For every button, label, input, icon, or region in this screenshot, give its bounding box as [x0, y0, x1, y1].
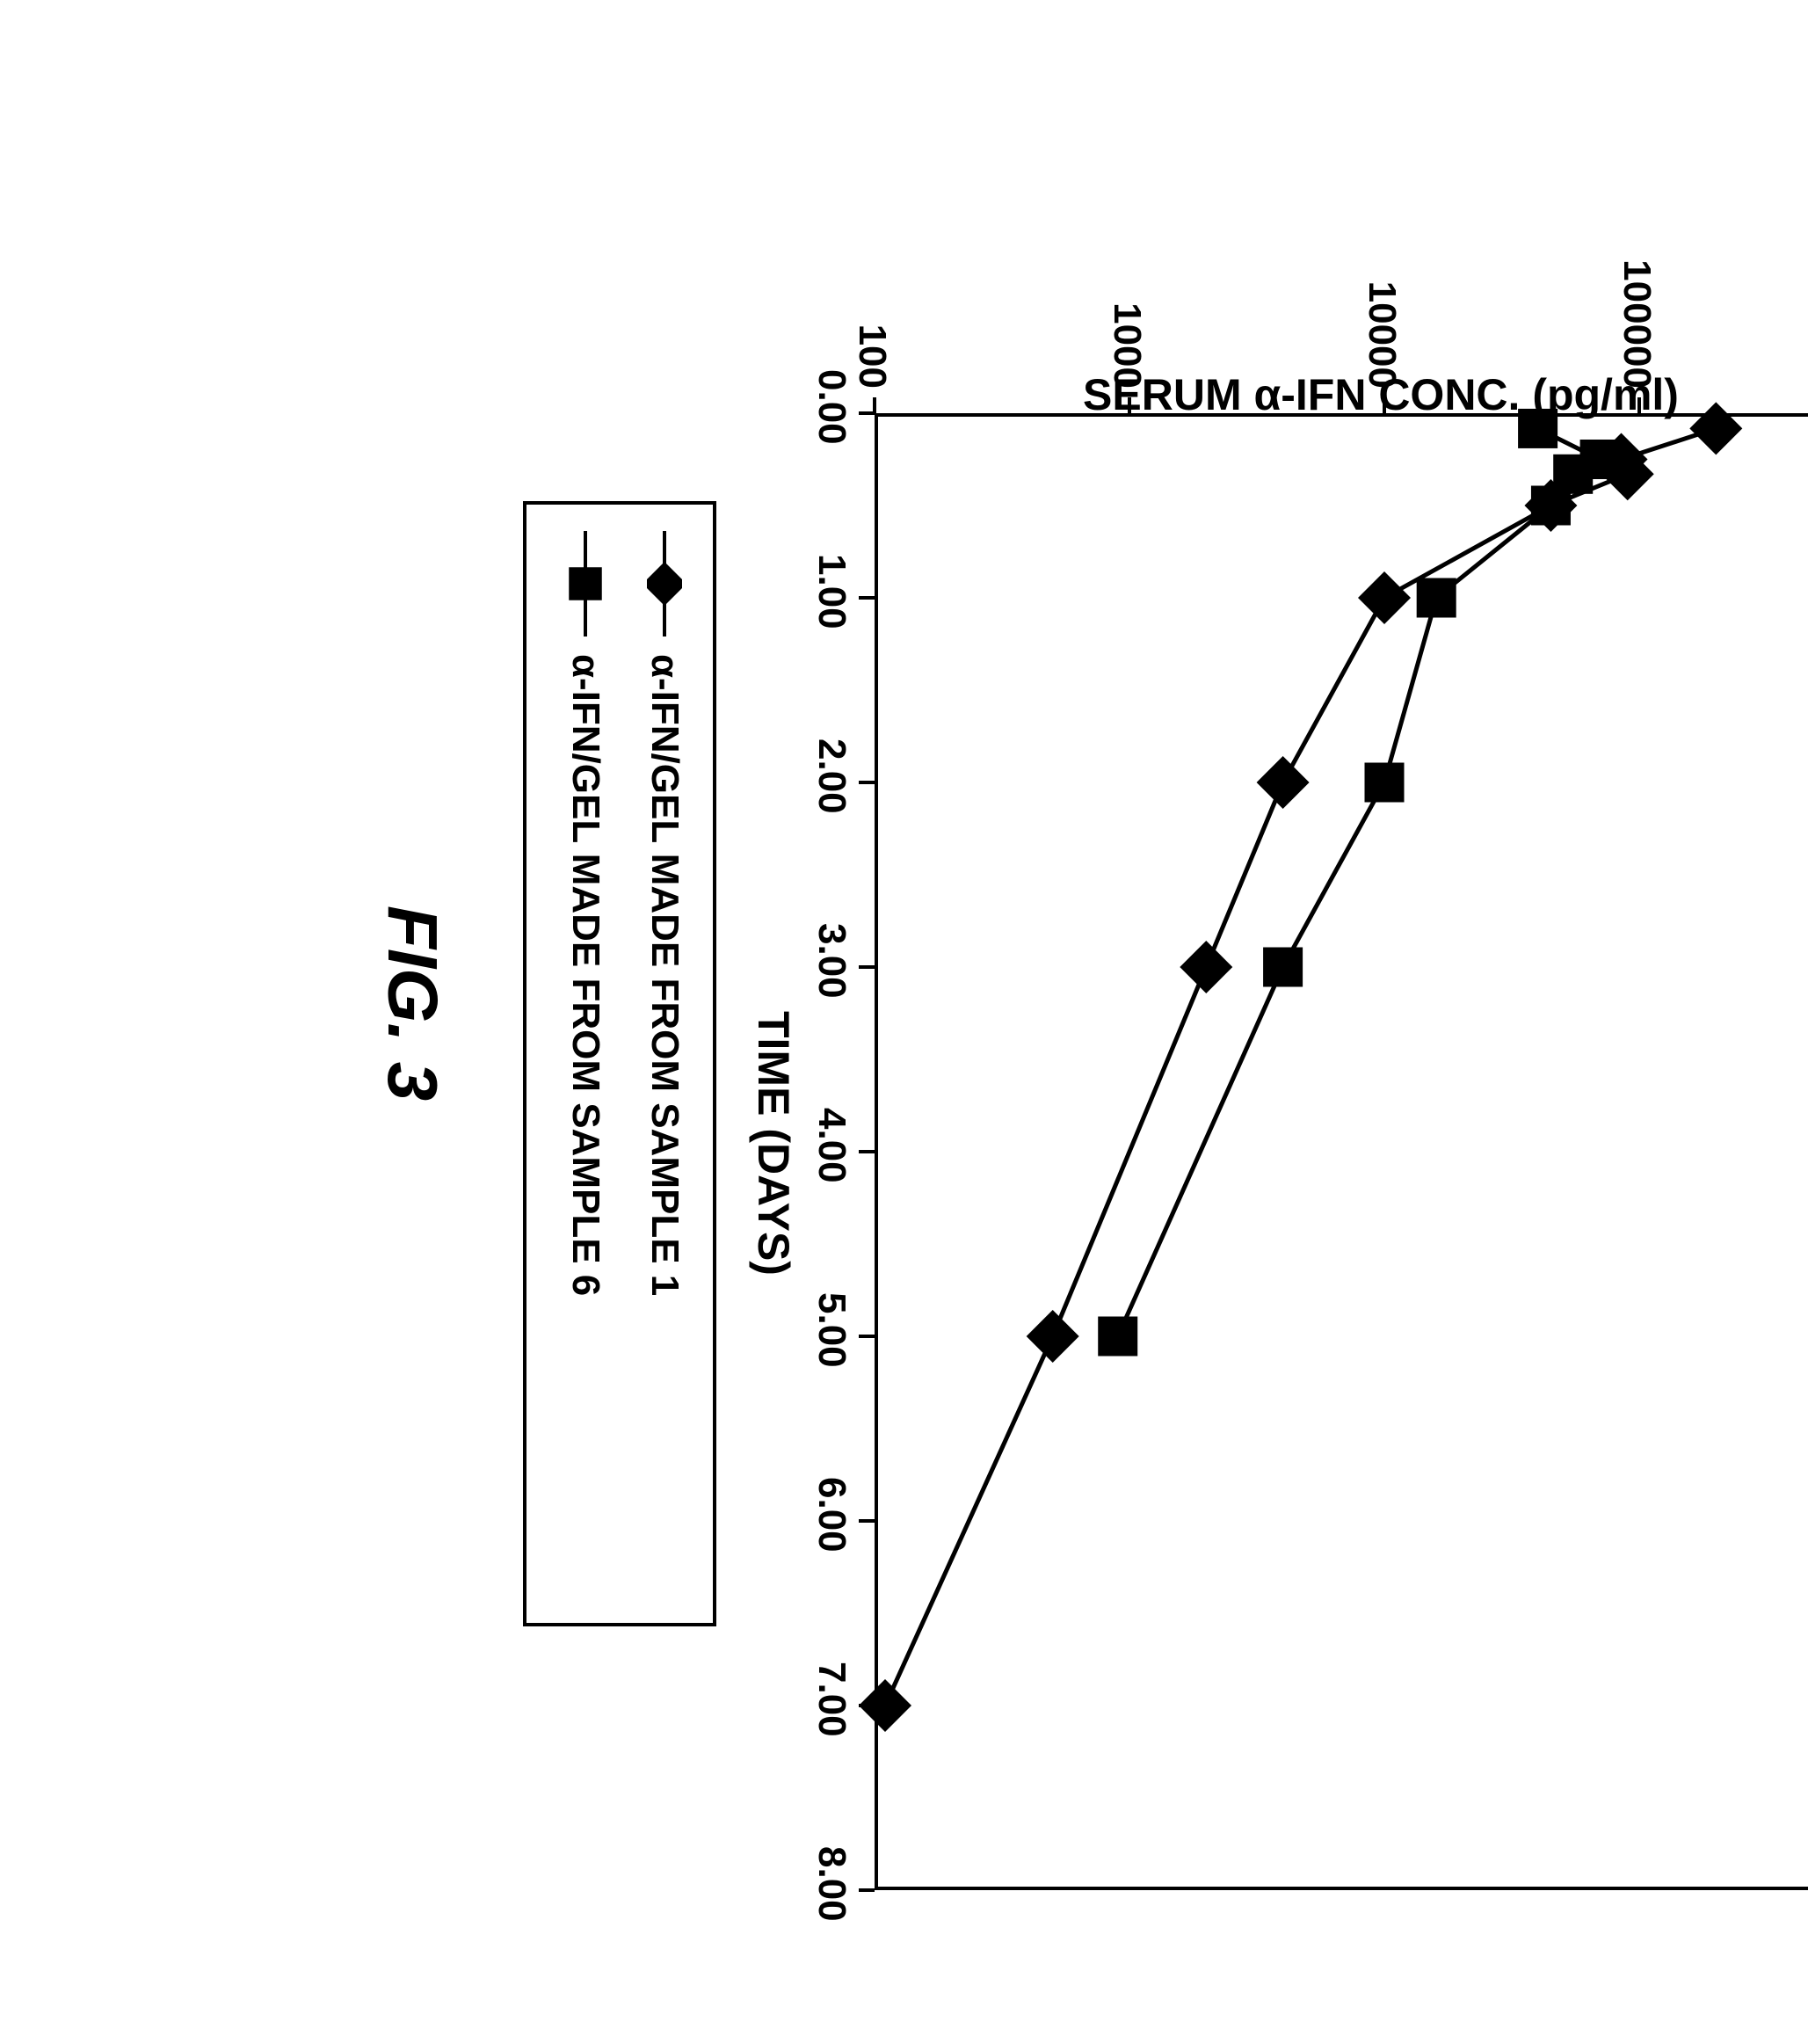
x-tick-label: 6.00	[810, 1477, 853, 1553]
x-tick-label: 2.00	[810, 738, 853, 814]
figure-wrap: α-IFN/GEL MADE FROM SAMPLE 1α-IFN/GEL MA…	[280, 44, 1808, 2000]
x-tick-label: 0.00	[810, 369, 853, 445]
data-marker	[1689, 402, 1742, 455]
data-marker	[1098, 1317, 1137, 1357]
y-tick-label: 100	[850, 324, 894, 389]
chart-svg	[280, 44, 1808, 2000]
series-line	[885, 428, 1716, 1706]
x-axis-label: TIME (DAYS)	[748, 1011, 799, 1276]
data-marker	[859, 1679, 911, 1732]
x-tick-label: 5.00	[810, 1292, 853, 1368]
series-line	[1118, 428, 1600, 1336]
x-tick-label: 8.00	[810, 1846, 853, 1922]
data-marker	[1365, 763, 1405, 803]
x-tick-label: 7.00	[810, 1662, 853, 1737]
data-marker	[1531, 486, 1571, 526]
x-tick-label: 4.00	[810, 1108, 853, 1183]
data-marker	[1417, 578, 1456, 618]
y-axis-label: SERUM α-IFN CONC. (pg/ml)	[1083, 369, 1679, 420]
data-marker	[1027, 1310, 1079, 1363]
data-marker	[1180, 941, 1232, 993]
x-tick-label: 3.00	[810, 923, 853, 999]
data-marker	[1263, 948, 1303, 987]
x-tick-label: 1.00	[810, 554, 853, 629]
data-marker	[1358, 571, 1411, 624]
data-marker	[1257, 756, 1310, 809]
